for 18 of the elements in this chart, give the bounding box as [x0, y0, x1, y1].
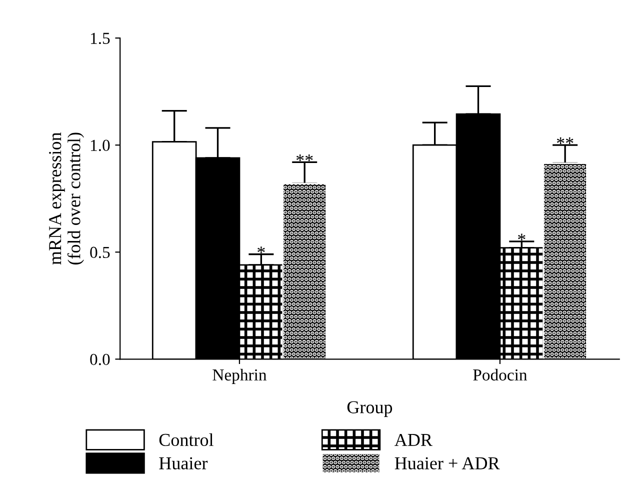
legend-label: Control: [159, 433, 214, 446]
bar: [282, 182, 327, 360]
y-axis-title: mRNA expression (fold over control): [49, 132, 84, 265]
bar: [542, 162, 588, 360]
y-tick-label: 0.0: [90, 354, 110, 366]
annotation: *: [258, 246, 265, 254]
annotation: **: [556, 137, 574, 144]
x-tick-label: Nephrin: [212, 368, 267, 384]
legend-label: ADR: [394, 434, 432, 446]
legend-label: Huaier + ADR: [394, 457, 500, 470]
y-tick-label: 1.5: [90, 32, 110, 44]
annotation: *: [518, 234, 526, 240]
x-axis-title: Group: [347, 401, 392, 418]
annotation: **: [296, 154, 313, 162]
x-tick-label: Podocin: [473, 368, 528, 381]
y-tick-label: 0.5: [90, 246, 110, 258]
y-tick-label: 1.0: [90, 140, 110, 152]
legend-label: Huaier: [159, 457, 208, 470]
